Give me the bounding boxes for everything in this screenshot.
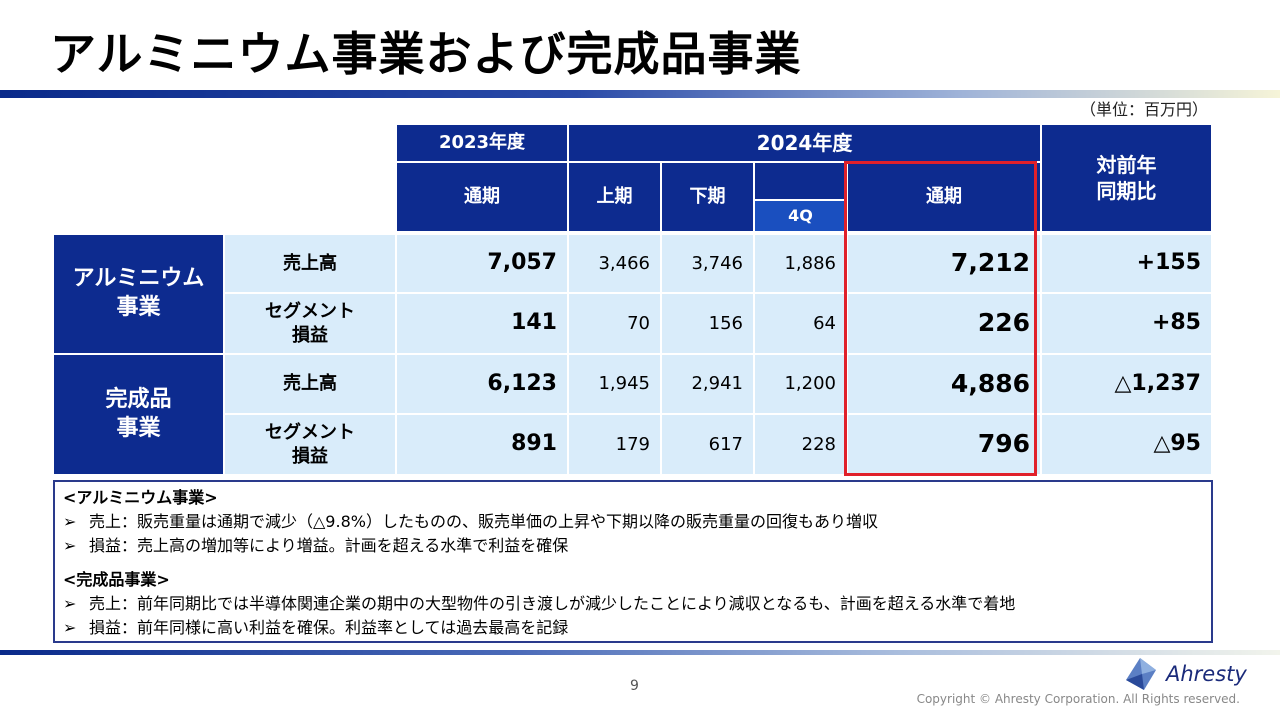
- cell-h1: 179: [569, 415, 660, 474]
- footer-bar: [0, 650, 1280, 655]
- segment-finished-products: 完成品 事業: [54, 355, 223, 474]
- cell-yoy: △1,237: [1042, 355, 1211, 413]
- cell-h2: 156: [662, 294, 753, 353]
- page-title: アルミニウム事業および完成品事業: [50, 27, 802, 81]
- header-fy2023-full-year: 通期: [397, 163, 567, 231]
- header-yoy: 対前年 同期比: [1042, 125, 1211, 231]
- cell-fy2024: 226: [848, 294, 1040, 353]
- commentary-line: ➢ 損益：前年同様に高い利益を確保。利益率としては過去最高を記録: [63, 616, 1203, 640]
- cell-h2: 617: [662, 415, 753, 474]
- header-h2: 下期: [662, 163, 753, 231]
- cell-h2: 3,746: [662, 235, 753, 292]
- cell-fy2024: 796: [848, 415, 1040, 474]
- bullet-arrow-icon: ➢: [63, 594, 77, 613]
- ahresty-logo-icon: [1126, 658, 1156, 690]
- cell-yoy: +155: [1042, 235, 1211, 292]
- unit-label: （単位：百万円）: [1079, 100, 1208, 119]
- header-h1: 上期: [569, 163, 660, 231]
- cell-yoy: +85: [1042, 294, 1211, 353]
- header-fy2024: 2024年度: [569, 125, 1040, 161]
- cell-q4: 228: [755, 415, 846, 474]
- cell-fy2023: 141: [397, 294, 567, 353]
- header-q4-spacer: [755, 163, 846, 199]
- header-fy2023: 2023年度: [397, 125, 567, 161]
- segment-aluminum: アルミニウム 事業: [54, 235, 223, 353]
- cell-q4: 1,886: [755, 235, 846, 292]
- header-fy2024-full-year: 通期: [848, 163, 1040, 231]
- commentary-line: ➢ 売上：販売重量は通期で減少（△9.8%）したものの、販売単価の上昇や下期以降の…: [63, 510, 1203, 534]
- page-number: 9: [630, 678, 639, 694]
- row-label-sales: 売上高: [225, 355, 395, 413]
- cell-fy2023: 7,057: [397, 235, 567, 292]
- copyright: Copyright © Ahresty Corporation. All Rig…: [916, 692, 1240, 706]
- cell-yoy: △95: [1042, 415, 1211, 474]
- row-label-segment-profit: セグメント 損益: [225, 415, 395, 474]
- row-label-sales: 売上高: [225, 235, 395, 292]
- cell-h1: 70: [569, 294, 660, 353]
- cell-q4: 64: [755, 294, 846, 353]
- commentary-box: <アルミニウム事業> ➢ 売上：販売重量は通期で減少（△9.8%）したものの、販売…: [53, 480, 1213, 643]
- commentary-heading-aluminum: <アルミニウム事業>: [63, 488, 218, 507]
- cell-h1: 3,466: [569, 235, 660, 292]
- cell-h2: 2,941: [662, 355, 753, 413]
- cell-q4: 1,200: [755, 355, 846, 413]
- commentary-heading-finished-products: <完成品事業>: [63, 570, 170, 589]
- bullet-arrow-icon: ➢: [63, 512, 77, 531]
- header-q4: 4Q: [755, 201, 846, 231]
- commentary-line: ➢ 売上：前年同期比では半導体関連企業の期中の大型物件の引き渡しが減少したことによ…: [63, 592, 1203, 616]
- bullet-arrow-icon: ➢: [63, 536, 77, 555]
- commentary-line: ➢ 損益：売上高の増加等により増益。計画を超える水準で利益を確保: [63, 534, 1203, 558]
- cell-fy2024: 7,212: [848, 235, 1040, 292]
- row-label-segment-profit: セグメント 損益: [225, 294, 395, 353]
- cell-fy2023: 6,123: [397, 355, 567, 413]
- logo-wordmark: Ahresty: [1166, 662, 1247, 686]
- cell-fy2023: 891: [397, 415, 567, 474]
- bullet-arrow-icon: ➢: [63, 618, 77, 637]
- cell-fy2024: 4,886: [848, 355, 1040, 413]
- cell-h1: 1,945: [569, 355, 660, 413]
- highlight-fy2024-column: [844, 161, 1037, 476]
- title-underline: [0, 90, 1280, 98]
